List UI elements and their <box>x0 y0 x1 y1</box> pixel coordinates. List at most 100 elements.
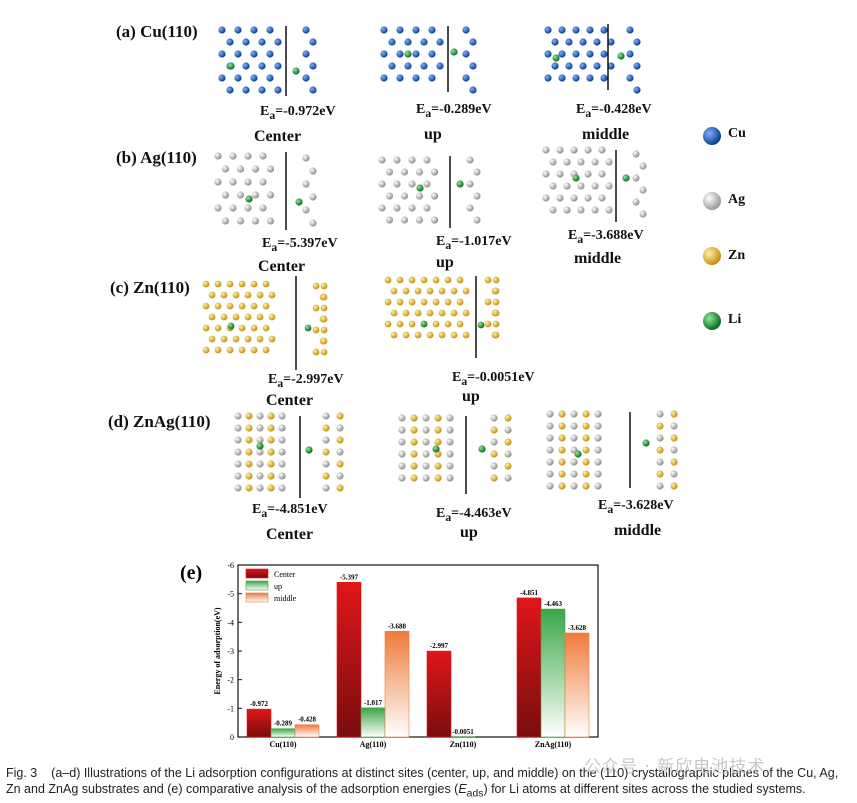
cu-atom <box>593 62 601 70</box>
cu-atom <box>226 38 234 46</box>
zn-atom <box>320 315 328 323</box>
zn-atom <box>268 313 276 321</box>
ag-atom <box>423 204 431 212</box>
li-atom <box>227 322 235 330</box>
cu-atom <box>420 38 428 46</box>
ag-atom <box>408 156 416 164</box>
ag-atom <box>570 194 578 202</box>
zn-atom <box>492 287 500 295</box>
ag-atom <box>415 192 424 200</box>
ag-atom <box>577 206 585 214</box>
zn-atom <box>384 276 392 284</box>
ag-atom <box>398 462 406 470</box>
zn-atom <box>462 331 470 339</box>
y-tick-label: -6 <box>227 561 234 570</box>
cu-atom <box>266 26 274 34</box>
cu-atom <box>558 50 566 58</box>
ag-atom <box>594 482 602 490</box>
zn-atom <box>656 470 664 478</box>
cu-atom <box>428 74 436 82</box>
ag-atom <box>563 182 571 190</box>
zn-atom <box>262 324 270 332</box>
ag-atom <box>546 482 554 490</box>
ag-atom <box>251 217 260 225</box>
zn-atom <box>402 309 410 317</box>
ag-atom <box>656 458 664 466</box>
cu-atom <box>412 26 420 34</box>
zn-atom <box>250 302 258 310</box>
zn-atom <box>582 422 590 430</box>
zn-atom <box>320 348 328 356</box>
zn-atom <box>414 309 422 317</box>
ag-atom <box>259 178 267 186</box>
ag-atom <box>542 146 550 154</box>
zn-atom <box>456 276 464 284</box>
zn-atom <box>434 462 442 470</box>
zn-atom <box>250 346 258 354</box>
ag-atom <box>322 436 330 444</box>
ag-atom <box>670 422 678 430</box>
li-atom <box>227 62 235 70</box>
cu-atom <box>558 74 566 82</box>
cu-atom <box>380 26 388 34</box>
bar-middle <box>564 632 590 738</box>
zn-atom <box>504 438 512 446</box>
zn-atom <box>250 280 258 288</box>
li-atom <box>478 445 486 453</box>
zn-atom <box>492 331 500 339</box>
cu-atom <box>633 62 641 70</box>
li-atom <box>404 50 412 58</box>
zn-atom <box>492 320 500 328</box>
cu-atom <box>274 38 282 46</box>
zn-atom <box>268 291 276 299</box>
ag-atom <box>546 434 554 442</box>
site-label: up <box>462 388 480 405</box>
cu-atom <box>579 38 587 46</box>
legend-li-label: Li <box>728 312 742 327</box>
ag-atom <box>229 178 237 186</box>
cu-atom <box>428 26 436 34</box>
ag-atom <box>504 426 512 434</box>
zn-atom <box>226 280 234 288</box>
ag-atom <box>393 156 401 164</box>
cu-atom <box>626 74 634 82</box>
ag-atom <box>422 438 430 446</box>
cu-atom <box>586 50 594 58</box>
ag-atom <box>236 191 245 199</box>
ag-atom <box>446 474 454 482</box>
cu-atom <box>266 74 274 82</box>
ag-atom <box>302 180 310 188</box>
zn-atom <box>432 276 440 284</box>
zn-atom <box>582 434 590 442</box>
data-label: -1.017 <box>364 699 383 707</box>
zn-atom <box>484 320 492 328</box>
zn-atom <box>384 298 392 306</box>
ag-atom <box>256 412 264 420</box>
zn-atom <box>320 337 328 345</box>
zn-atom <box>202 302 210 310</box>
cu-atom <box>250 50 258 58</box>
zn-atom <box>444 320 452 328</box>
ag-atom <box>570 434 578 442</box>
caption-fig-number: Fig. 3 <box>6 766 38 780</box>
zn-atom <box>268 335 276 343</box>
ag-atom <box>259 152 267 160</box>
panel-e-label: (e) <box>180 562 202 584</box>
zn-atom <box>670 458 678 466</box>
ag-atom <box>336 472 344 480</box>
ag-atom <box>466 204 474 212</box>
legend-swatch-center <box>245 568 269 579</box>
zn-atom <box>245 436 253 444</box>
ag-atom <box>466 156 474 164</box>
ag-atom <box>594 470 602 478</box>
energy-label: Ea=-1.017eV <box>436 234 512 252</box>
cu-atom <box>428 50 436 58</box>
ag-atom <box>378 180 386 188</box>
cu-atom <box>579 62 587 70</box>
ag-atom <box>639 162 647 170</box>
site-label: middle <box>574 250 622 267</box>
zn-atom <box>414 331 422 339</box>
zn-atom <box>450 309 458 317</box>
zn-atom <box>582 482 590 490</box>
ag-atom <box>490 438 498 446</box>
